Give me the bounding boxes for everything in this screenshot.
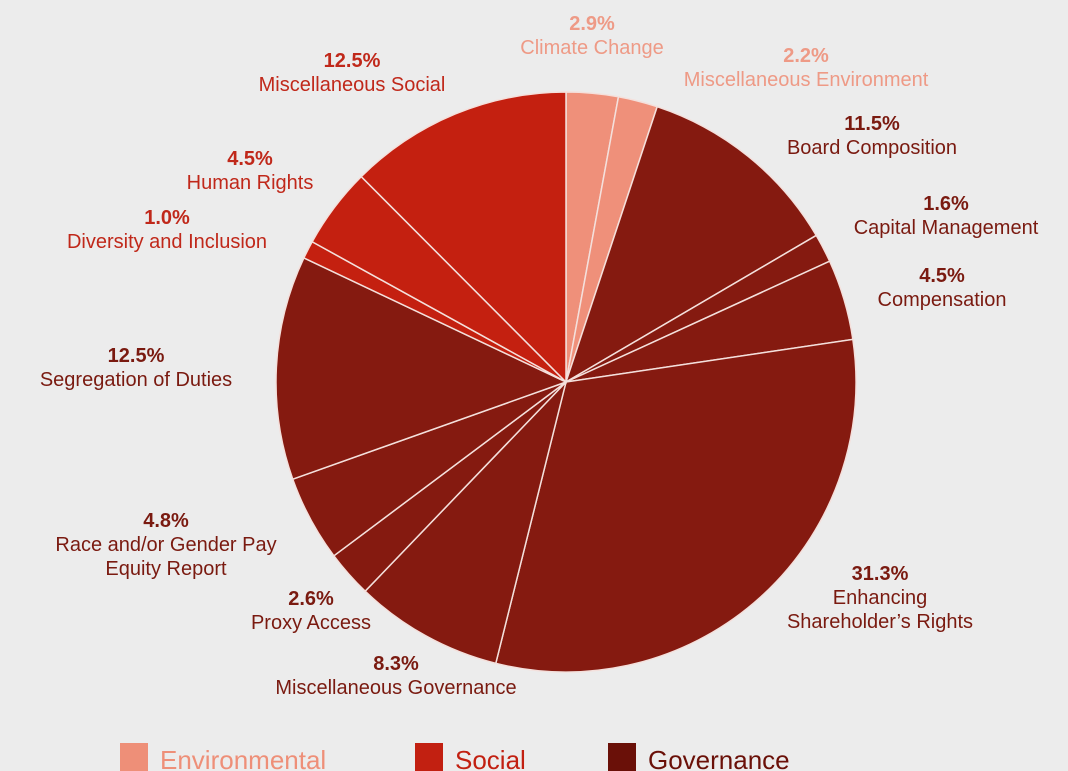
slice-label-miscellaneous-environment: Miscellaneous Environment <box>684 69 929 91</box>
slice-label-miscellaneous-governance: Miscellaneous Governance <box>275 677 516 699</box>
pie-slice-enhancing-shareholder-s-rights <box>494 338 857 673</box>
slice-label-capital-management: Capital Management <box>854 217 1039 239</box>
legend-label-social: Social <box>455 745 526 771</box>
slice-percent-enhancing-shareholder-s-rights: 31.3% <box>852 563 909 585</box>
pie-slice-miscellaneous-social <box>360 91 567 384</box>
slice-label-enhancing-shareholder-s-rights-line-2: Shareholder’s Rights <box>787 611 973 633</box>
slice-percent-human-rights: 4.5% <box>227 148 273 170</box>
slice-label-segregation-of-duties: Segregation of Duties <box>40 369 232 391</box>
legend: Environmental Social Governance <box>120 743 790 771</box>
slice-percent-miscellaneous-environment: 2.2% <box>783 45 829 67</box>
slice-percent-segregation-of-duties: 12.5% <box>108 345 165 367</box>
slice-label-enhancing-shareholder-s-rights-line-1: Enhancing <box>833 587 928 609</box>
slice-percent-miscellaneous-governance: 8.3% <box>373 653 419 675</box>
pie-slices <box>275 91 857 673</box>
pie-labels: 2.9%Climate Change 2.2%Miscellaneous Envi… <box>40 13 1039 699</box>
pie-slice-miscellaneous-governance <box>364 379 568 665</box>
legend-swatch-social <box>415 743 443 771</box>
slice-label-compensation: Compensation <box>878 289 1007 311</box>
slice-label-miscellaneous-social: Miscellaneous Social <box>259 74 446 96</box>
legend-swatch-environmental <box>120 743 148 771</box>
slice-label-diversity-and-inclusion: Diversity and Inclusion <box>67 231 267 253</box>
slice-percent-board-composition: 11.5% <box>844 113 900 135</box>
slice-percent-capital-management: 1.6% <box>923 193 969 215</box>
slice-label-climate-change: Climate Change <box>520 37 663 59</box>
legend-label-governance: Governance <box>648 745 790 771</box>
slice-label-race-and-or-gender-pay-equity-report-line-2: Equity Report <box>105 558 227 580</box>
slice-percent-compensation: 4.5% <box>919 265 965 287</box>
slice-percent-race-and-or-gender-pay-equity-report: 4.8% <box>143 510 189 532</box>
pie-slice-board-composition <box>564 105 818 384</box>
slice-label-race-and-or-gender-pay-equity-report-line-1: Race and/or Gender Pay <box>55 534 276 556</box>
slice-label-board-composition: Board Composition <box>787 137 957 159</box>
slice-percent-miscellaneous-social: 12.5% <box>324 50 381 72</box>
pie-slice-segregation-of-duties <box>275 256 568 481</box>
slice-percent-diversity-and-inclusion: 1.0% <box>144 207 190 229</box>
slice-label-proxy-access: Proxy Access <box>251 612 371 634</box>
slice-percent-climate-change: 2.9% <box>569 13 615 35</box>
slice-label-human-rights: Human Rights <box>187 172 314 194</box>
legend-label-environmental: Environmental <box>160 745 326 771</box>
legend-swatch-governance <box>608 743 636 771</box>
slice-percent-proxy-access: 2.6% <box>288 588 334 610</box>
